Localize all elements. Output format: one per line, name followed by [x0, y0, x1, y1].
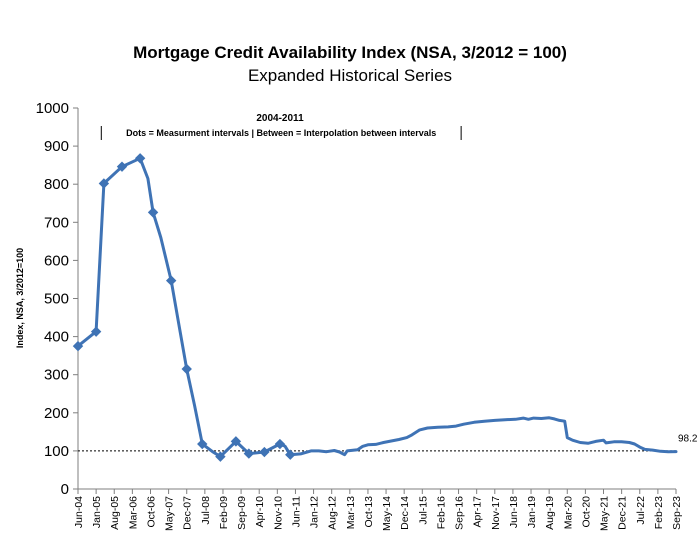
y-tick-label: 200: [44, 405, 69, 422]
y-tick-label: 600: [44, 252, 69, 269]
y-tick-label: 100: [44, 443, 69, 460]
x-tick-label: Jan-19: [526, 496, 538, 528]
x-tick-label: Dec-21: [617, 496, 629, 530]
x-tick-label: Apr-10: [254, 496, 266, 528]
x-tick-label: May-21: [599, 496, 611, 531]
x-tick-label: Oct-06: [145, 496, 157, 528]
x-tick-label: Nov-17: [490, 496, 502, 530]
data-point-marker: [230, 436, 242, 447]
x-tick-label: Jul-08: [200, 496, 212, 525]
y-tick-label: 800: [44, 176, 69, 193]
x-tick-label: Oct-20: [580, 496, 592, 528]
x-tick-label: Aug-05: [109, 496, 121, 530]
series-line: [76, 156, 678, 459]
data-point-marker: [259, 446, 270, 458]
annotation-text: Dots = Measurment intervals | Between = …: [126, 128, 436, 138]
annotation-title: 2004-2011: [256, 113, 304, 124]
x-tick-label: Dec-14: [399, 496, 411, 530]
annotation-group: 2004-2011 Dots = Measurment intervals | …: [100, 113, 462, 140]
x-tick-label: Jun-18: [508, 496, 520, 528]
x-tick-label: Sep-09: [236, 496, 248, 530]
chart-subtitle: Expanded Historical Series: [248, 66, 452, 85]
end-value-label: 98.2: [678, 434, 698, 445]
x-tick-label: May-07: [164, 496, 176, 531]
y-tick-label: 0: [61, 481, 69, 498]
x-tick-label: Aug-19: [544, 496, 556, 530]
x-tick-label: Jul-22: [635, 496, 647, 525]
data-point-marker: [90, 326, 102, 337]
chart-title: Mortgage Credit Availability Index (NSA,…: [133, 43, 567, 62]
x-tick-label: Dec-07: [182, 496, 194, 530]
y-axis-label: Index, NSA, 3/2012=100: [15, 248, 25, 348]
x-tick-label: Mar-20: [562, 496, 574, 529]
x-tick-label: Aug-12: [327, 496, 339, 530]
x-tick-label: May-14: [381, 496, 393, 531]
x-tick-label: Jun-11: [290, 496, 302, 527]
y-tick-label: 900: [44, 138, 69, 155]
data-point-marker: [215, 451, 226, 462]
x-tick-label: Sep-16: [454, 496, 466, 530]
x-tick-label: Sep-23: [671, 496, 683, 530]
y-axis: 0 100 200 300 400 500 600 700 800 900 1000: [36, 100, 79, 498]
x-tick-label: Feb-09: [218, 496, 230, 529]
data-point-marker: [134, 153, 146, 164]
data-point-marker: [274, 438, 286, 450]
series-group: [72, 153, 678, 462]
x-tick-label: Nov-10: [272, 496, 284, 530]
x-tick-label: Mar-13: [345, 496, 357, 529]
x-tick-label: Jan-05: [91, 496, 103, 528]
x-tick-label: Feb-23: [653, 496, 665, 529]
x-tick-label: Apr-17: [472, 496, 484, 528]
y-tick-label: 500: [44, 291, 69, 308]
x-tick-label: Oct-13: [363, 496, 375, 528]
data-point-marker: [72, 340, 84, 352]
x-axis: Jun-04 Jan-05 Aug-05 Mar-06 Oct-06 May-07 Dec-…: [73, 488, 683, 531]
y-tick-label: 700: [44, 214, 69, 231]
data-point-marker: [98, 178, 110, 189]
x-tick-label: Jul-15: [417, 496, 429, 525]
data-point-marker: [165, 275, 177, 286]
x-tick-label: Jun-04: [73, 496, 85, 528]
data-point-marker: [285, 449, 296, 460]
x-tick-label: Jan-12: [309, 496, 321, 528]
x-tick-label: Feb-16: [435, 496, 447, 529]
y-tick-label: 300: [44, 367, 69, 384]
data-point-marker: [243, 448, 255, 459]
data-point-marker: [147, 207, 159, 218]
y-tick-label: 400: [44, 329, 69, 346]
x-tick-label: Mar-06: [127, 496, 139, 529]
data-point-marker: [181, 363, 192, 375]
y-tick-label: 1000: [36, 100, 69, 117]
data-point-marker: [197, 438, 208, 450]
data-point-marker: [116, 161, 128, 172]
